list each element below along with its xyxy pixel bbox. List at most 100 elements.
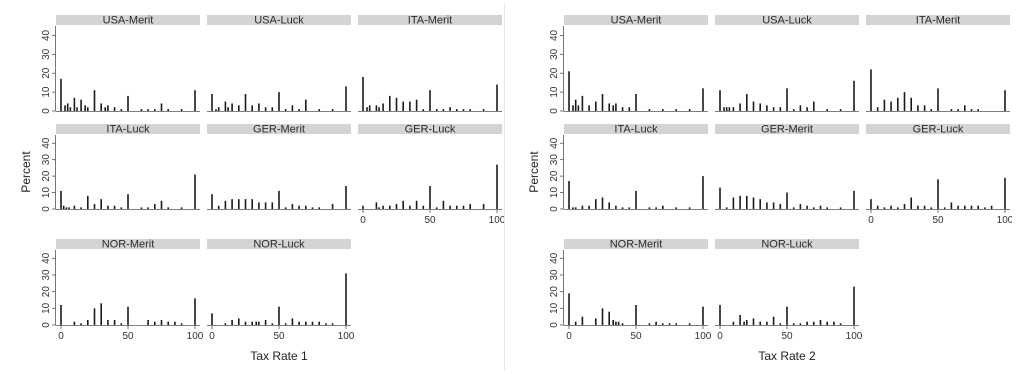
panel-strip xyxy=(56,239,200,249)
panel-title: ITA-Luck xyxy=(614,124,658,136)
x-tick-label: 0 xyxy=(868,215,874,226)
panel-ger-merit: GER-Merit xyxy=(207,124,351,210)
y-tick-label: 40 xyxy=(41,29,52,41)
x-tick-label: 0 xyxy=(566,331,572,342)
y-tick-label: 20 xyxy=(549,67,560,79)
panel-usa-luck: USA-Luck xyxy=(715,15,859,112)
x-tick-label: 0 xyxy=(717,331,723,342)
y-tick-label: 40 xyxy=(41,252,52,264)
y-axis-title: Percent xyxy=(19,151,33,193)
panel-title: GER-Merit xyxy=(761,124,813,136)
y-tick-label: 10 xyxy=(549,86,560,98)
x-tick-label: 50 xyxy=(424,215,436,226)
y-tick-label: 10 xyxy=(41,86,52,98)
x-tick-label: 50 xyxy=(630,331,642,342)
panel-nor-merit: NOR-Merit 0 10 20 30 40 0 50 100 xyxy=(549,239,712,343)
y-tick-label: 30 xyxy=(549,154,560,166)
figure-tax-rate-1: USA-Merit 0 10 20 30 40 USA-Luck ITA-Merit ITA-L… xyxy=(4,4,505,370)
panel-ita-merit: ITA-Merit xyxy=(358,15,502,112)
y-tick-label: 10 xyxy=(41,187,52,199)
panel-ger-luck: GER-Luck 0 50 100 xyxy=(358,124,504,226)
panel-usa-merit: USA-Merit 0 10 20 30 40 xyxy=(549,15,708,114)
y-tick-label: 0 xyxy=(549,322,560,328)
x-tick-label: 100 xyxy=(846,331,863,342)
y-tick-label: 20 xyxy=(549,286,560,298)
panel-strip xyxy=(866,15,1010,25)
y-tick-label: 0 xyxy=(549,108,560,114)
y-tick-label: 0 xyxy=(549,206,560,212)
y-tick-label: 30 xyxy=(549,269,560,281)
panel-usa-luck: USA-Luck xyxy=(207,15,351,112)
x-tick-label: 50 xyxy=(781,331,793,342)
x-tick-label: 100 xyxy=(997,215,1012,226)
y-tick-label: 20 xyxy=(41,67,52,79)
y-tick-label: 40 xyxy=(549,252,560,264)
y-tick-label: 10 xyxy=(549,302,560,314)
panel-title: USA-Merit xyxy=(611,15,662,27)
y-tick-label: 20 xyxy=(41,170,52,182)
y-tick-label: 0 xyxy=(41,206,52,212)
panel-nor-luck: NOR-Luck 0 50 100 xyxy=(207,239,355,342)
y-tick-label: 30 xyxy=(41,154,52,166)
x-tick-label: 0 xyxy=(209,331,215,342)
panel-title: GER-Luck xyxy=(405,124,456,136)
panel-title: GER-Merit xyxy=(253,124,305,136)
y-tick-label: 30 xyxy=(41,269,52,281)
panel-title: ITA-Luck xyxy=(106,124,150,136)
panel-strip xyxy=(715,15,859,25)
y-tick-label: 20 xyxy=(41,286,52,298)
x-tick-label: 50 xyxy=(273,331,285,342)
panel-strip xyxy=(715,124,859,134)
panel-strip xyxy=(564,15,708,25)
panel-strip xyxy=(866,124,1010,134)
panel-title: USA-Luck xyxy=(762,15,812,27)
y-tick-label: 40 xyxy=(549,137,560,149)
panel-title: NOR-Luck xyxy=(253,239,305,251)
x-tick-label: 0 xyxy=(360,215,366,226)
x-tick-label: 100 xyxy=(695,331,712,342)
panel-title: ITA-Merit xyxy=(408,15,452,27)
panel-strip xyxy=(564,124,708,134)
x-tick-label: 50 xyxy=(122,331,134,342)
chart-svg: USA-Merit 0 10 20 30 40 USA-Luck ITA-Merit ITA-L… xyxy=(527,15,1012,364)
panel-strip xyxy=(207,15,351,25)
panel-title: ITA-Merit xyxy=(916,15,960,27)
panel-title: NOR-Luck xyxy=(761,239,813,251)
panel-usa-merit: USA-Merit 0 10 20 30 40 xyxy=(41,15,200,114)
panel-title: NOR-Merit xyxy=(102,239,155,251)
y-tick-label: 30 xyxy=(549,48,560,60)
chart-svg: USA-Merit 0 10 20 30 40 USA-Luck ITA-Merit ITA-L… xyxy=(19,15,504,364)
panel-title: USA-Luck xyxy=(254,15,304,27)
panel-ger-merit: GER-Merit xyxy=(715,124,859,210)
panel-nor-luck: NOR-Luck 0 50 100 xyxy=(715,239,863,342)
panel-ita-merit: ITA-Merit xyxy=(866,15,1010,112)
x-axis-title: Tax Rate 2 xyxy=(758,349,816,363)
y-axis-title: Percent xyxy=(527,151,541,193)
y-tick-label: 10 xyxy=(549,187,560,199)
panel-ita-luck: ITA-Luck 0 10 20 30 40 xyxy=(549,124,708,212)
y-tick-label: 0 xyxy=(41,322,52,328)
panel-strip xyxy=(56,124,200,134)
panel-strip xyxy=(207,124,351,134)
y-tick-label: 0 xyxy=(41,108,52,114)
panel-strip xyxy=(358,124,502,134)
y-tick-label: 40 xyxy=(41,137,52,149)
y-tick-label: 40 xyxy=(549,29,560,41)
x-tick-label: 100 xyxy=(338,331,355,342)
panel-title: NOR-Merit xyxy=(610,239,663,251)
x-tick-label: 50 xyxy=(932,215,944,226)
y-tick-label: 30 xyxy=(41,48,52,60)
panel-title: GER-Luck xyxy=(913,124,964,136)
panel-strip xyxy=(715,239,859,249)
panel-strip xyxy=(564,239,708,249)
panel-strip xyxy=(56,15,200,25)
y-tick-label: 20 xyxy=(549,170,560,182)
x-tick-label: 0 xyxy=(58,331,64,342)
x-tick-label: 100 xyxy=(187,331,204,342)
panel-title: USA-Merit xyxy=(103,15,154,27)
y-tick-label: 10 xyxy=(41,302,52,314)
x-axis-title: Tax Rate 1 xyxy=(250,349,308,363)
panel-strip xyxy=(207,239,351,249)
x-tick-label: 100 xyxy=(489,215,504,226)
figure-tax-rate-2: USA-Merit 0 10 20 30 40 USA-Luck ITA-Merit ITA-L… xyxy=(512,4,1012,370)
